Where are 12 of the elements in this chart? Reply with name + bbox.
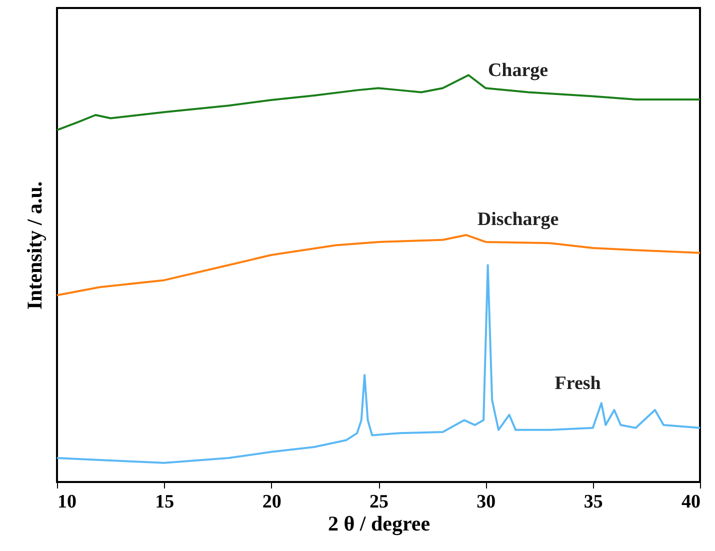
x-tick-label: 10 [58,492,76,512]
x-tick-label: 30 [476,492,496,512]
annotation: Fresh [554,372,602,394]
x-tick-label: 25 [370,492,388,512]
x-tick-label: 40 [682,492,700,512]
x-tick-label: 35 [584,492,603,512]
annotation: Discharge [477,209,559,230]
x-tick-label: 15 [155,492,174,512]
x-tick-label: 20 [262,492,282,512]
y-axis-title: Intensity / a.u. [22,181,46,310]
annotation: Charge [488,60,548,82]
x-axis-title: 2 θ / degree [328,512,430,536]
